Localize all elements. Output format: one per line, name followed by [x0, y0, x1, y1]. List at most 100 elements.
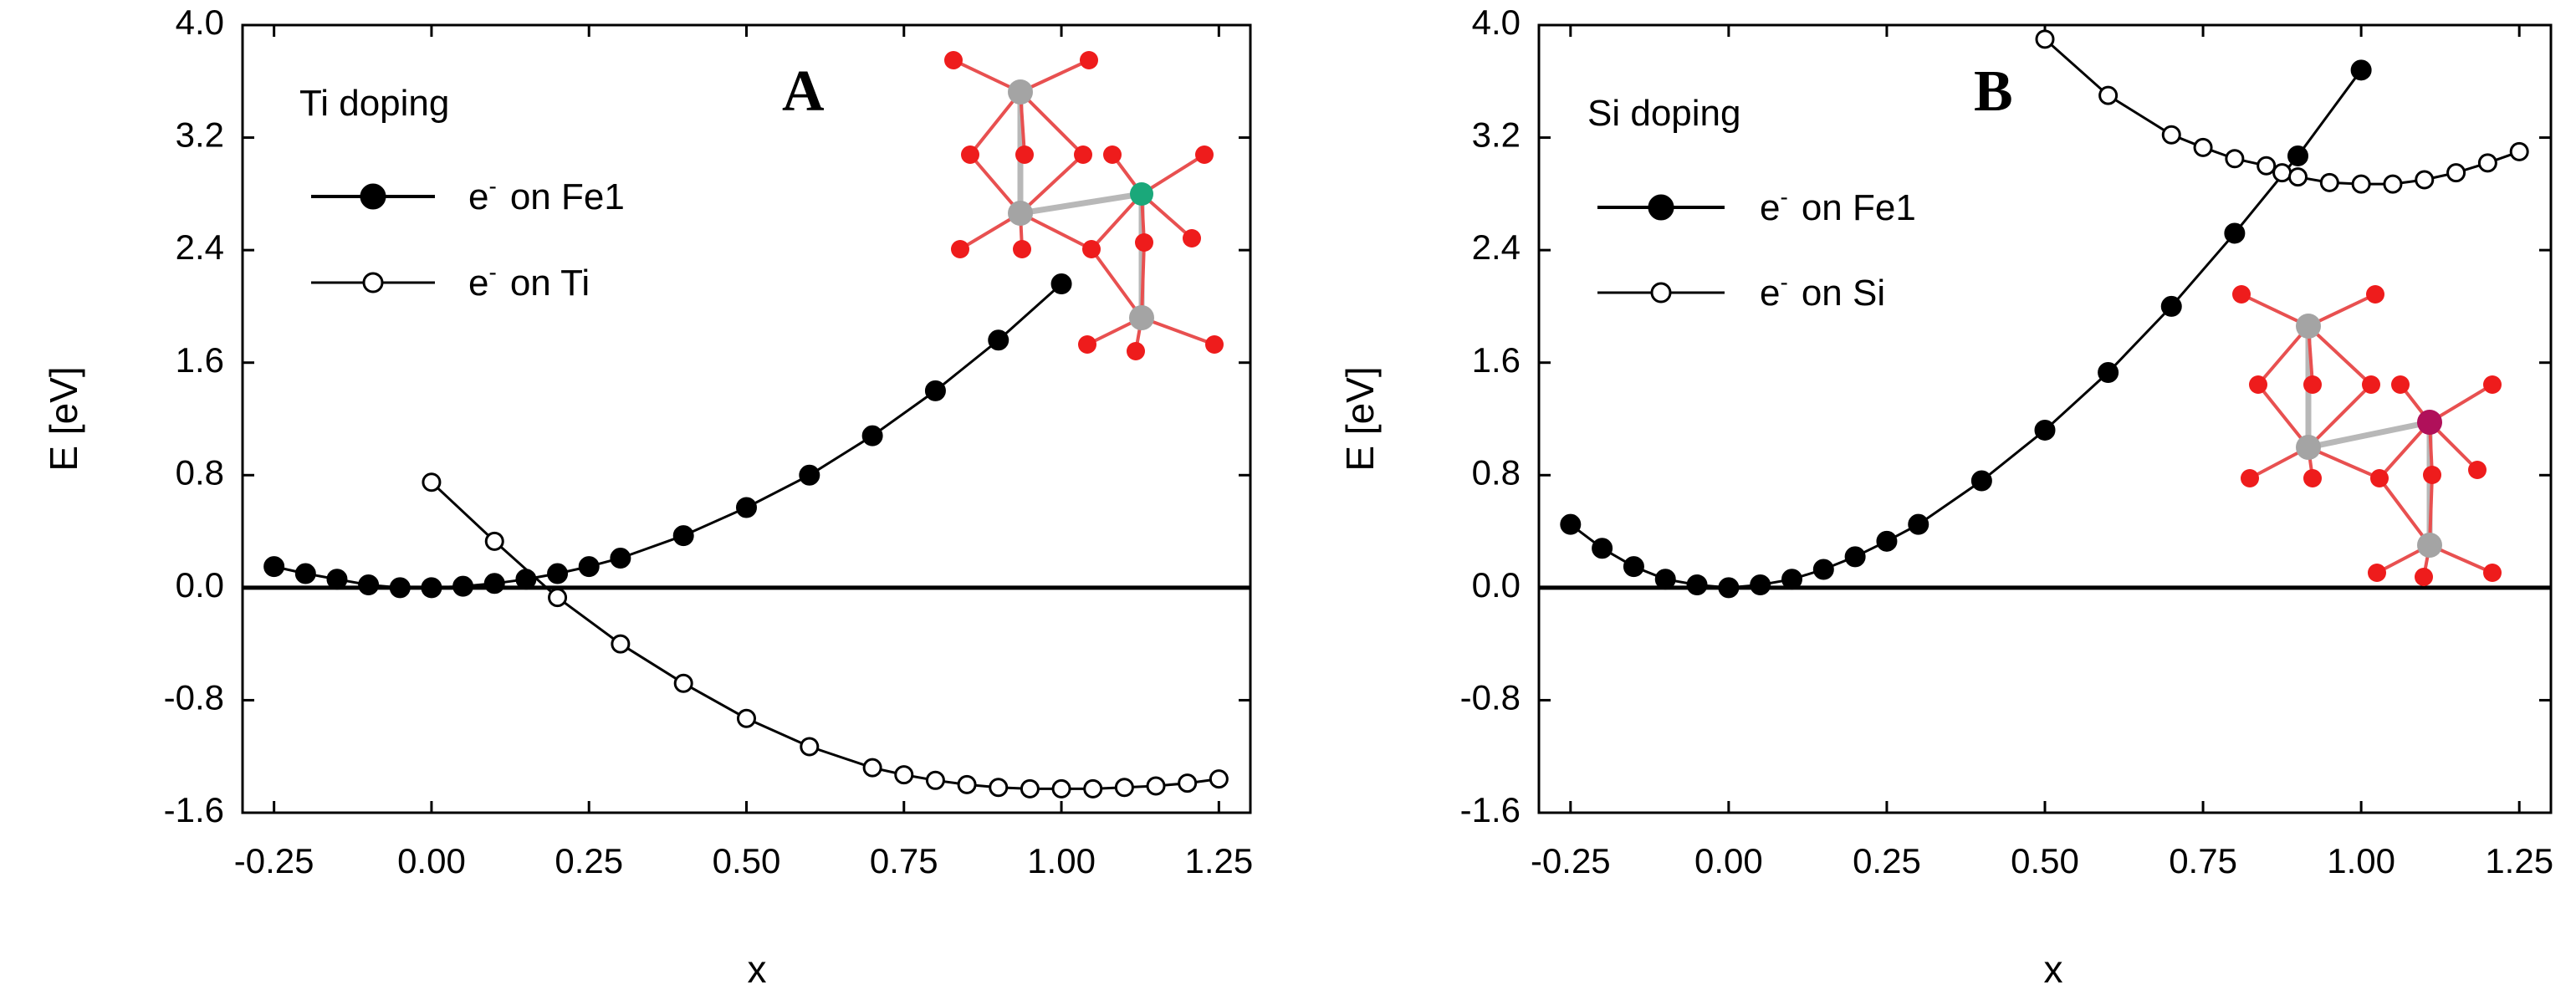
data-point-filled	[578, 556, 600, 578]
data-point-filled	[1844, 546, 1866, 568]
data-point-open	[2383, 174, 2403, 194]
panel-title: Si doping	[1587, 93, 1740, 134]
data-point-open	[2351, 174, 2371, 194]
data-point-filled	[736, 497, 757, 518]
svg-text:e-on Fe1: e-on Fe1	[468, 173, 625, 217]
data-point-filled	[1970, 470, 1992, 492]
data-point-open	[1114, 778, 1134, 798]
data-point-open	[2098, 85, 2119, 105]
x-tick-label: 0.50	[2011, 841, 2079, 880]
x-axis-ticks: -0.25 0.00 0.25 0.50 0.75 1.00 1.25	[234, 25, 1253, 880]
data-point-filled	[326, 569, 348, 590]
y-tick-label: 1.6	[1472, 340, 1521, 380]
y-axis-ticks: 4.0 3.2 2.4 1.6 0.8 0.0 -0.8 -1.6	[164, 3, 1250, 829]
data-point-filled	[294, 563, 316, 584]
legend-item-ti: e-on Ti	[311, 259, 590, 304]
molecule-inset	[944, 51, 1224, 360]
y-tick-label: 2.4	[1472, 227, 1521, 267]
molecule-inset	[2232, 285, 2502, 586]
y-tick-label: 4.0	[176, 3, 224, 42]
x-tick-label: 0.50	[713, 841, 781, 880]
legend-marker-filled	[360, 183, 386, 210]
x-tick-label: 1.00	[2327, 841, 2395, 880]
y-tick-label: -1.6	[1460, 790, 1521, 829]
data-point-filled	[1654, 569, 1676, 590]
x-axis-ticks: -0.25 0.00 0.25 0.50 0.75 1.00 1.25	[1531, 25, 2553, 880]
data-point-filled	[1908, 513, 1929, 535]
data-point-filled	[2160, 295, 2182, 317]
data-points	[263, 273, 1229, 799]
series-line-dopant	[2044, 38, 2520, 186]
y-tick-label: -1.6	[164, 790, 224, 829]
x-tick-label: 0.75	[870, 841, 938, 880]
x-axis-title: x	[2044, 947, 2063, 991]
data-point-open	[2415, 170, 2435, 190]
y-tick-label: 0.0	[176, 565, 224, 605]
y-axis-ticks: 4.0 3.2 2.4 1.6 0.8 0.0 -0.8 -1.6	[1460, 3, 2551, 829]
y-axis-title: E [eV]	[42, 366, 85, 471]
data-point-filled	[1050, 273, 1072, 295]
data-point-open	[2193, 137, 2213, 157]
data-point-filled	[515, 569, 537, 590]
data-point-filled	[1781, 569, 1802, 590]
data-point-filled	[672, 525, 694, 547]
y-tick-label: 0.0	[1472, 565, 1521, 605]
data-point-filled	[799, 464, 820, 486]
x-tick-label: 0.00	[397, 841, 466, 880]
panel-title: Ti doping	[299, 83, 449, 124]
data-point-open	[2257, 156, 2277, 176]
data-point-open	[1083, 778, 1103, 799]
data-point-filled	[358, 574, 380, 595]
series-line-fe1	[1569, 69, 2363, 589]
legend-item-si: e-on Si	[1597, 269, 1885, 314]
data-point-open	[2446, 163, 2466, 183]
data-point-filled	[421, 577, 442, 599]
svg-text:e-on Ti: e-on Ti	[468, 259, 590, 304]
data-point-filled	[483, 573, 505, 594]
data-point-filled	[1592, 538, 1613, 559]
data-point-open	[2509, 141, 2529, 161]
plot-frame	[241, 23, 1252, 814]
data-point-open	[422, 472, 442, 492]
panel-a: 4.0 3.2 2.4 1.6 0.8 0.0 -0.8 -1.6 -0.25 0.00 0.25…	[42, 3, 1253, 991]
x-tick-label: -0.25	[1531, 841, 1611, 880]
legend-marker-filled	[1648, 194, 1674, 221]
data-point-filled	[1686, 574, 1708, 595]
data-point-open	[894, 765, 914, 785]
y-tick-label: 2.4	[176, 227, 224, 267]
data-points	[1560, 29, 2529, 599]
data-point-open	[548, 588, 568, 608]
data-point-filled	[861, 425, 883, 446]
panel-letter: B	[1974, 59, 2013, 124]
data-point-open	[862, 758, 882, 778]
data-point-open	[1178, 773, 1198, 793]
data-point-filled	[2287, 145, 2308, 166]
x-tick-label: 0.75	[2169, 841, 2237, 880]
data-point-filled	[1560, 513, 1582, 535]
data-point-filled	[1718, 577, 1740, 599]
data-point-filled	[547, 563, 569, 584]
x-tick-label: 0.25	[555, 841, 623, 880]
data-point-open	[1020, 778, 1040, 799]
y-tick-label: -0.8	[164, 678, 224, 717]
data-point-filled	[1750, 574, 1771, 595]
data-point-open	[800, 737, 820, 757]
data-point-open	[989, 778, 1009, 798]
y-tick-label: 0.8	[1472, 452, 1521, 492]
data-point-open	[2161, 125, 2181, 145]
data-point-open	[2272, 163, 2292, 183]
data-point-filled	[452, 575, 474, 597]
data-point-filled	[389, 577, 411, 599]
data-point-filled	[1876, 530, 1898, 552]
legend: e-on Fe1 e-on Ti	[311, 173, 625, 304]
data-point-open	[611, 634, 631, 654]
data-point-open	[484, 531, 504, 551]
data-point-open	[2477, 153, 2497, 173]
x-tick-label: 1.25	[1184, 841, 1253, 880]
x-tick-label: 1.00	[1027, 841, 1096, 880]
legend-item-fe1: e-on Fe1	[1597, 184, 1916, 228]
legend-item-fe1: e-on Fe1	[311, 173, 625, 217]
data-point-open	[673, 673, 693, 693]
panel-b: 4.0 3.2 2.4 1.6 0.8 0.0 -0.8 -1.6 -0.25 0.00 0.25…	[1338, 3, 2553, 991]
data-point-filled	[2098, 361, 2119, 383]
